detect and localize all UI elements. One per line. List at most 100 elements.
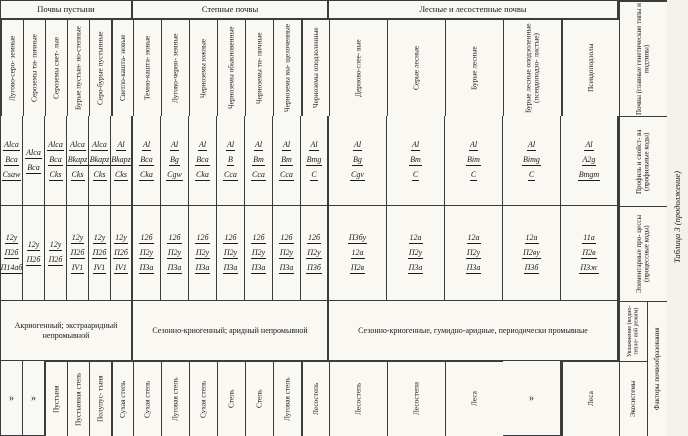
process-token: 12б	[167, 232, 182, 244]
process-token: П2б	[91, 247, 108, 259]
profile-token: Bca	[4, 155, 19, 166]
process-token: 12у	[92, 232, 107, 244]
profile-token: Bmg	[305, 155, 323, 166]
ecosystem-cell: »	[23, 361, 45, 436]
process-token: 12а	[408, 232, 423, 244]
process-code: 12у П2б П14аб	[1, 206, 23, 301]
process-token: 12б	[251, 232, 266, 244]
profile-code: Alca Bca Csaw	[1, 116, 23, 206]
process-token: 12у	[70, 232, 85, 244]
profile-code: Al Bkapz Cks	[111, 116, 133, 206]
soil-name: Бурые лесные оподзоленные (псевдоподзо- …	[503, 19, 561, 116]
profile-token: Al	[225, 140, 236, 151]
profile-token: Al	[584, 140, 594, 151]
profile-token: Al	[468, 140, 479, 151]
process-token: 12б	[139, 232, 154, 244]
process-token: П3а	[407, 262, 424, 274]
process-token: 12б	[223, 232, 238, 244]
stub-regime-header: Увлажнение (водно-тепло- вой режим)	[619, 301, 647, 361]
profile-code: Al Bimg C	[503, 116, 561, 206]
profile-token: Alca	[3, 140, 20, 151]
soil-table: Почвы пустыни Степные почвы Лесные и лесос…	[0, 0, 667, 436]
profile-token: Cka	[139, 170, 154, 181]
profile-token: B	[227, 155, 234, 166]
soil-name: Черноземы оподзоленные	[301, 19, 329, 116]
regime-cell: Сезонно-криогенный; аридный непромывной	[133, 301, 329, 361]
profile-token: Bmgm	[577, 170, 601, 181]
ecosystem-cell: Луговая степь	[273, 361, 301, 436]
process-token: П3а	[138, 262, 155, 274]
soil-name: Бурые лесные	[445, 19, 503, 116]
stub-ecosystems-header: Экосистемы	[619, 361, 647, 436]
process-code: 12у П2б IV1	[67, 206, 89, 301]
process-token: П3а	[166, 262, 183, 274]
process-token: П2б	[3, 247, 20, 259]
process-token: IV1	[114, 262, 128, 274]
profile-code: Al A2g Bmgm	[561, 116, 619, 206]
process-code: 12б П2у П3а	[133, 206, 161, 301]
profile-token: Cka	[195, 170, 210, 181]
profile-token: C	[469, 170, 478, 181]
process-token: П2у	[306, 247, 322, 259]
profile-code: Al Bg Cgv	[329, 116, 387, 206]
ecosystem-cell: Лесостепи	[387, 361, 445, 436]
soil-name: Черноземы ти- пичные	[245, 19, 273, 116]
process-token: 12а	[466, 232, 481, 244]
ecosystem-cell: Лесостепь	[301, 361, 329, 436]
ecosystem-cell: »	[503, 361, 561, 436]
process-token: П3ж	[579, 262, 599, 274]
profile-code: Alca Bkapz Cks	[89, 116, 111, 206]
profile-token: Cgw	[166, 170, 183, 181]
process-token: П3а	[222, 262, 239, 274]
profile-token: Al	[169, 140, 180, 151]
profile-token: Al	[141, 140, 152, 151]
profile-code: Al B Cca	[217, 116, 245, 206]
ecosystem-cell: »	[1, 361, 23, 436]
soil-name: Псевдоподзолы	[561, 19, 619, 116]
group-header: Степные почвы	[133, 1, 329, 19]
soil-name: Дерново-глее- вые	[329, 19, 387, 116]
regime-cell: Сезонно-криогенные, гумидно-аридные, пер…	[329, 301, 619, 361]
process-token: 11а	[582, 232, 596, 244]
ecosystem-cell: Леса	[445, 361, 503, 436]
profile-code: Al Bmg C	[301, 116, 329, 206]
stub-factors-header: Факторы почвообразования	[647, 301, 667, 436]
stub-processes-header: Элементарные про- цессы (процессные коды…	[619, 206, 667, 301]
profile-code: Al Bm C	[387, 116, 445, 206]
profile-token: Cca	[279, 170, 294, 181]
soil-name: Черноземы вы- щелоченные	[273, 19, 301, 116]
soil-name: Серые лесные	[387, 19, 445, 116]
regime-cell: Акриогенный; экстрааридный непромывной	[1, 301, 133, 361]
process-code: 12а П2у П3а	[387, 206, 445, 301]
process-token: П2в	[349, 262, 366, 274]
profile-token: Al	[410, 140, 421, 151]
profile-token: Bim	[466, 155, 481, 166]
process-token: П3бу	[347, 232, 368, 244]
process-code: 12б П2у П3а	[189, 206, 217, 301]
profile-token: Cgv	[350, 170, 365, 181]
profile-token: Bm	[252, 155, 265, 166]
process-token: П2б	[69, 247, 86, 259]
process-token: 12у	[4, 232, 19, 244]
profile-token: Bkapz	[111, 155, 131, 166]
ecosystem-cell: Леса	[561, 361, 619, 436]
soil-name: Лугово-серо- земные	[1, 19, 23, 116]
process-token: П2у	[407, 247, 424, 259]
soil-name: Темно-кашта- новые	[133, 19, 161, 116]
process-token: П3б	[523, 262, 540, 274]
soil-name: Черноземы обыкновенные	[217, 19, 245, 116]
profile-token: Al	[281, 140, 292, 151]
profile-code: Al Bca Cka	[133, 116, 161, 206]
process-token: П2б	[113, 247, 129, 259]
process-token: 12у	[48, 240, 63, 251]
process-code: 11а П2в П3ж	[561, 206, 619, 301]
process-token: П2у	[194, 247, 211, 259]
profile-token: Alca	[25, 147, 42, 159]
profile-token: C	[411, 170, 420, 181]
profile-token: Cca	[223, 170, 238, 181]
profile-token: C	[310, 170, 318, 181]
table-caption: Таблица 3 (продолжение)	[672, 171, 682, 264]
process-token: П2у	[166, 247, 183, 259]
profile-token: Al	[526, 140, 537, 151]
